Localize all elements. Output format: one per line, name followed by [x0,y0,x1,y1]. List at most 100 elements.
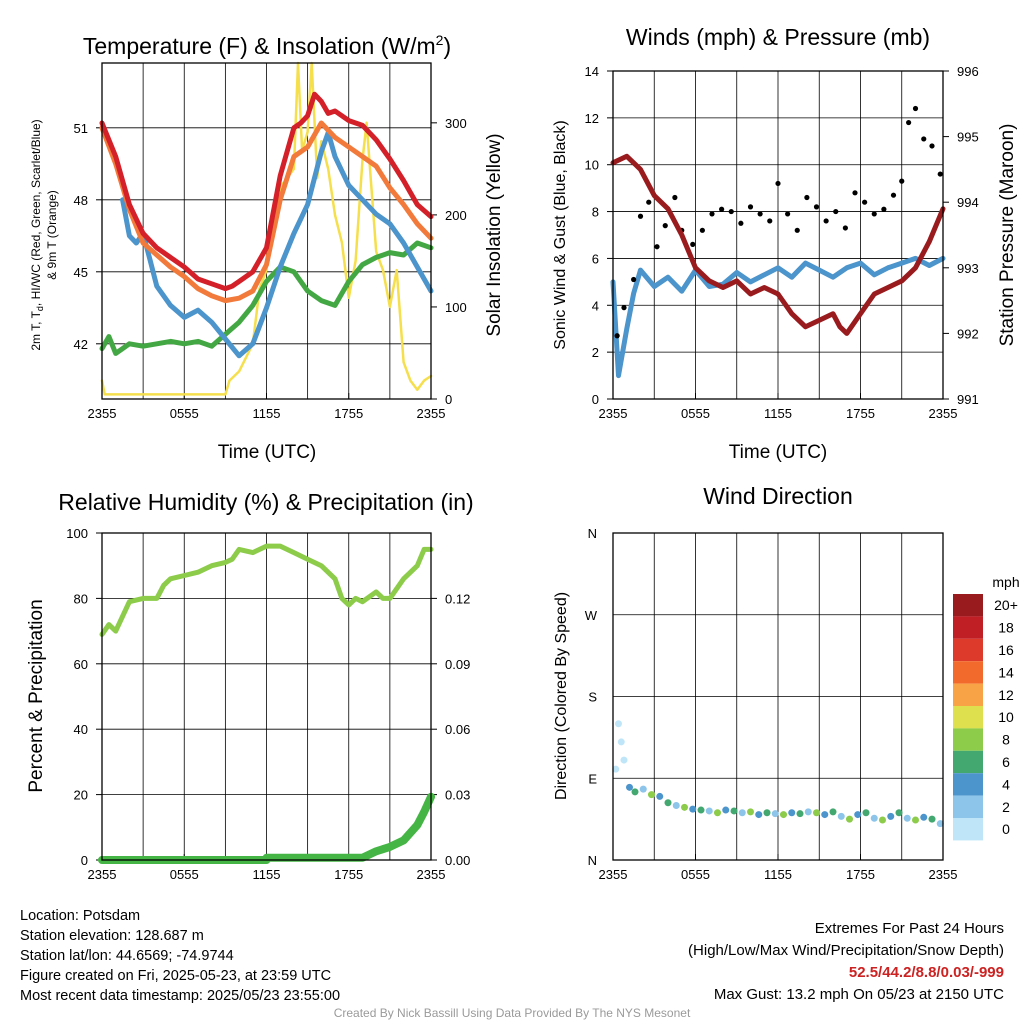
direction-point [771,810,779,818]
gust-point [899,178,905,184]
gust-point [719,206,725,212]
colorbar-swatch [953,706,983,729]
temperature-series-line [100,61,433,396]
y2-tick-label: 991 [957,392,979,407]
direction-point [854,811,862,819]
gust-point [813,204,820,210]
y2-tick-label: 0.06 [445,722,470,737]
direction-point [612,765,620,773]
gust-point [767,218,773,224]
gust-point [637,213,644,219]
gust-point [906,119,912,126]
colorbar-label: 14 [998,664,1014,680]
direction-point [738,809,746,817]
y-tick-label: 42 [74,337,88,352]
y2-tick-label: 0.12 [445,591,470,606]
direction-tick-label: S [588,690,597,705]
colorbar-swatch [953,661,983,684]
direction-tick-label: N [588,526,597,541]
gust-point [654,244,660,250]
extremes-title: Extremes For Past 24 Hours [814,920,1004,937]
extremes-box: Extremes For Past 24 Hours (High/Low/Max… [688,918,1004,1006]
direction-tick-label: E [588,771,597,786]
gust-point [890,192,897,198]
colorbar-swatch [953,683,983,706]
gust-point [823,218,829,224]
y-tick-label: 4 [592,298,599,313]
x-tick-label: 0555 [170,867,199,882]
temperature-xlabel: Time (UTC) [218,442,317,463]
direction-point [681,803,688,811]
direction-point [689,805,697,813]
direction-point [730,807,738,815]
direction-point [903,814,911,822]
extremes-values: 52.5/44.2/8.8/0.03/-999 [848,964,1004,981]
colorbar-swatch [953,728,983,751]
colorbar-title: mph [992,574,1019,590]
x-tick-label: 2355 [599,867,628,882]
credit-line: Created By Nick Bassill Using Data Provi… [333,1006,691,1020]
direction-point [920,813,928,821]
direction-point [796,810,804,818]
gust-point [852,190,858,196]
direction-ylabel: Direction (Colored By Speed) [553,592,570,800]
station-info: Location: Potsdam Station elevation: 128… [20,906,340,1006]
gust-point [631,276,637,283]
x-tick-label: 2355 [88,867,117,882]
winds-xlabel: Time (UTC) [729,442,828,463]
winds-ylabel: Sonic Wind & Gust (Blue, Black) [552,120,569,349]
extremes-subtitle: (High/Low/Max Wind/Precipitation/Snow De… [688,942,1004,959]
x-tick-label: 0555 [681,867,710,882]
y-tick-label: 48 [74,193,88,208]
direction-point [615,720,622,728]
y2-tick-label: 0 [445,392,452,407]
gust-point [862,199,868,205]
colorbar-label: 6 [1002,754,1010,770]
gust-point [912,105,919,112]
colorbar-label: 0 [1002,821,1010,837]
y2-tick-label: 100 [445,300,467,315]
temperature-series-line [99,120,434,304]
gust-point [881,206,887,212]
direction-tick-label: W [585,608,598,623]
direction-point [895,809,903,817]
colorbar-swatch [953,594,983,617]
gust-point [614,333,620,339]
x-tick-label: 2355 [417,867,446,882]
x-tick-label: 0555 [170,406,199,421]
winds-y2label: Station Pressure (Maroon) [997,124,1018,347]
direction-point [664,799,672,807]
temperature-ylabel: 2m T, Td, HI/WC (Red, Green, Scarlet/Blu… [29,119,45,350]
direction-point [804,808,812,816]
colorbar-label: 4 [1002,776,1010,792]
gust-point [699,227,705,233]
direction-point [870,814,878,822]
gust-point [871,211,877,217]
direction-point [862,809,870,817]
humidity-line [99,543,434,637]
x-tick-label: 1155 [253,406,281,421]
direction-point [722,806,730,814]
direction-point [617,738,625,746]
pressure-line [610,153,946,336]
direction-point [639,785,647,793]
x-tick-label: 1755 [334,867,363,882]
x-tick-label: 2355 [929,867,958,882]
gust-point [646,199,652,205]
station-latlon: Station lat/lon: 44.6569; -74.9744 [20,948,234,964]
colorbar-swatch [953,638,983,662]
y-tick-label: 2 [592,345,599,360]
gust-point [709,211,715,217]
y-tick-label: 10 [585,158,599,173]
y2-tick-label: 200 [445,208,467,223]
direction-tick-label: N [588,853,597,868]
recent-data-timestamp: Most recent data timestamp: 2025/05/23 2… [20,988,341,1004]
colorbar-label: 2 [1002,799,1010,815]
x-tick-label: 1755 [846,867,875,882]
y-tick-label: 0 [81,853,88,868]
x-tick-label: 1155 [764,406,792,421]
y2-tick-label: 0.00 [445,853,470,868]
y-tick-label: 8 [592,205,599,220]
direction-point [879,816,886,824]
